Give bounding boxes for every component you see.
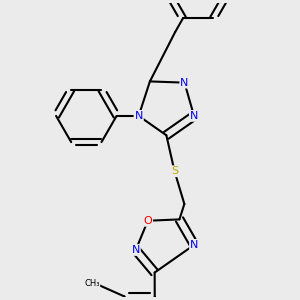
Text: CH₃: CH₃ [84, 279, 100, 288]
Text: N: N [134, 111, 143, 121]
Text: N: N [190, 111, 198, 121]
Text: N: N [190, 240, 198, 250]
Text: N: N [180, 78, 189, 88]
Text: N: N [131, 245, 140, 255]
Text: O: O [143, 216, 152, 226]
Text: S: S [171, 166, 178, 176]
